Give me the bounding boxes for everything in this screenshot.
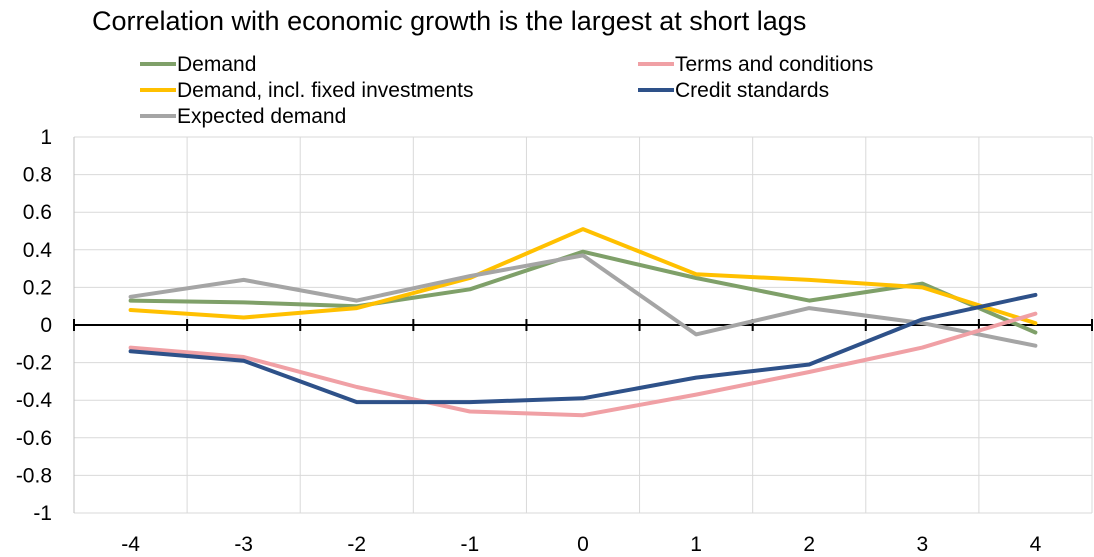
y-tick-label: -0.6 <box>16 427 52 450</box>
y-tick-label: -0.2 <box>16 352 52 375</box>
chart-title: Correlation with economic growth is the … <box>92 6 807 36</box>
y-tick-label: 0.2 <box>23 276 52 299</box>
series-line <box>128 311 1038 418</box>
series-line <box>128 253 1038 348</box>
y-tick-label: 1 <box>40 126 52 149</box>
legend-label: Credit standards <box>675 79 829 102</box>
legend-label: Demand <box>177 53 256 76</box>
y-tick-label: 0.8 <box>23 164 52 187</box>
series-line <box>128 292 1038 405</box>
x-tick-label: 1 <box>690 533 702 556</box>
x-tick-label: -3 <box>234 533 253 556</box>
legend-label: Expected demand <box>177 105 346 128</box>
series-line <box>128 249 1038 335</box>
legend-label: Terms and conditions <box>675 53 873 76</box>
y-tick-label: -0.8 <box>16 464 52 487</box>
x-tick-label: 0 <box>577 533 589 556</box>
x-tick-label: -4 <box>121 533 140 556</box>
y-tick-label: -1 <box>33 502 52 525</box>
y-tick-label: -0.4 <box>16 389 53 412</box>
y-tick-label: 0 <box>40 314 52 337</box>
x-tick-labels: -4 -3 -2 -1 0 1 2 3 4 <box>121 533 1041 556</box>
y-tick-label: 0.6 <box>23 201 52 224</box>
series-lines <box>128 227 1038 418</box>
y-tick-label: 0.4 <box>23 239 53 262</box>
y-tick-labels: 1 0.8 0.6 0.4 0.2 0 -0.2 -0.4 -0.6 -0.8 -1 <box>16 126 53 525</box>
x-tick-label: 2 <box>803 533 815 556</box>
x-tick-label: 3 <box>916 533 928 556</box>
x-tick-label: -2 <box>347 533 366 556</box>
legend-label: Demand, incl. fixed investments <box>177 79 473 102</box>
legend: Demand Terms and conditions Demand, incl. … <box>140 53 873 128</box>
x-tick-label: -1 <box>461 533 480 556</box>
series-line <box>128 227 1038 326</box>
x-tick-label: 4 <box>1030 533 1042 556</box>
